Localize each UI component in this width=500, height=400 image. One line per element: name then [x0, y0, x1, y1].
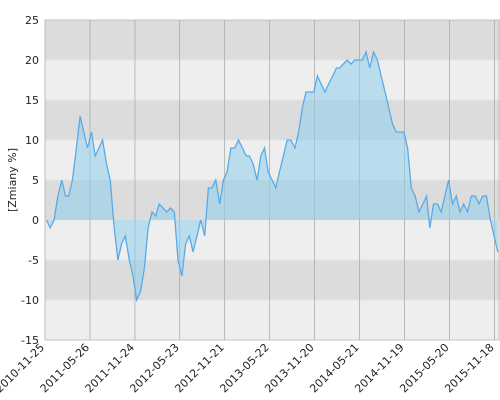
plot-border: [44, 19, 500, 341]
band: [45, 60, 500, 100]
y-tick-label: 25: [25, 14, 39, 27]
band: [45, 100, 500, 140]
y-tick-label: 0: [32, 214, 39, 227]
band: [45, 140, 500, 180]
y-tick-label: 15: [25, 94, 39, 107]
band: [45, 220, 500, 260]
y-axis-label: [Zmiany %]: [6, 148, 19, 212]
band: [45, 300, 500, 340]
area: [46, 52, 498, 300]
line: [45, 50, 499, 303]
y-tick-label: 10: [25, 134, 39, 147]
y-tick-label: 20: [25, 54, 39, 67]
band: [45, 20, 500, 60]
y-tick-label: -15: [21, 334, 39, 347]
y-tick-label: -5: [28, 254, 39, 267]
band: [45, 260, 500, 300]
y-tick-label: -10: [21, 294, 39, 307]
y-tick-label: 5: [32, 174, 39, 187]
